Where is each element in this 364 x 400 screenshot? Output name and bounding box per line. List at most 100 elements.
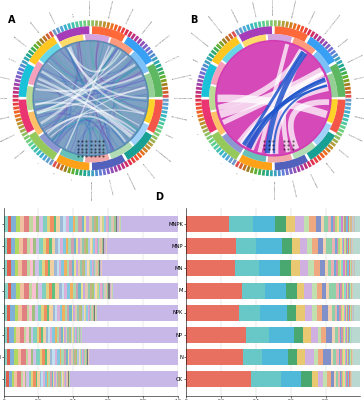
Polygon shape xyxy=(15,114,21,118)
Bar xyxy=(331,372,334,388)
Polygon shape xyxy=(211,111,226,135)
Bar xyxy=(345,283,347,299)
Bar xyxy=(55,283,59,299)
Bar xyxy=(256,238,282,254)
Bar xyxy=(41,305,44,321)
Polygon shape xyxy=(155,63,162,68)
Bar xyxy=(70,305,72,321)
Bar xyxy=(100,238,102,254)
Polygon shape xyxy=(134,154,139,161)
Bar xyxy=(66,216,69,232)
Bar xyxy=(324,372,327,388)
Text: uncult_c_Chloroflexi: uncult_c_Chloroflexi xyxy=(142,162,155,178)
Bar xyxy=(42,349,45,365)
Bar xyxy=(99,260,100,276)
Bar xyxy=(351,238,352,254)
Text: uncult_c_JG30-M: uncult_c_JG30-M xyxy=(165,54,180,63)
Polygon shape xyxy=(147,141,153,147)
Bar xyxy=(11,283,16,299)
Bar xyxy=(103,238,104,254)
Polygon shape xyxy=(289,168,293,174)
Bar xyxy=(57,260,59,276)
Bar xyxy=(321,327,326,343)
Bar xyxy=(339,238,340,254)
Bar xyxy=(9,327,13,343)
Bar xyxy=(27,238,30,254)
Bar xyxy=(76,283,79,299)
Polygon shape xyxy=(216,44,222,50)
Bar xyxy=(31,372,33,388)
Bar xyxy=(349,327,350,343)
Bar xyxy=(90,260,92,276)
Polygon shape xyxy=(29,132,58,160)
Bar xyxy=(82,260,84,276)
Bar xyxy=(68,372,69,388)
Polygon shape xyxy=(47,115,126,142)
Bar xyxy=(333,349,336,365)
Bar xyxy=(301,372,312,388)
Polygon shape xyxy=(326,73,337,97)
Polygon shape xyxy=(163,95,169,98)
Bar xyxy=(336,216,337,232)
Bar xyxy=(86,349,87,365)
Bar xyxy=(348,349,349,365)
Polygon shape xyxy=(35,102,136,132)
Bar xyxy=(113,283,178,299)
Bar xyxy=(50,372,52,388)
Polygon shape xyxy=(316,36,322,42)
Bar xyxy=(4,372,6,388)
Polygon shape xyxy=(139,150,145,156)
Polygon shape xyxy=(239,26,272,42)
Polygon shape xyxy=(240,84,329,147)
Polygon shape xyxy=(237,77,327,145)
Polygon shape xyxy=(67,47,146,99)
Bar xyxy=(352,260,353,276)
Bar xyxy=(72,327,74,343)
Polygon shape xyxy=(162,87,168,90)
Bar xyxy=(29,216,33,232)
Polygon shape xyxy=(201,64,217,97)
Bar xyxy=(60,305,63,321)
Polygon shape xyxy=(209,86,217,111)
Bar xyxy=(328,260,331,276)
Polygon shape xyxy=(25,138,32,144)
Bar xyxy=(294,327,304,343)
Polygon shape xyxy=(91,20,94,26)
Bar xyxy=(37,372,40,388)
Bar xyxy=(97,283,99,299)
Bar xyxy=(15,305,18,321)
Polygon shape xyxy=(69,46,145,114)
Polygon shape xyxy=(266,170,269,176)
Text: Caldisphaeraceae: Caldisphaeraceae xyxy=(251,1,256,18)
Bar xyxy=(351,283,352,299)
Bar xyxy=(343,283,344,299)
Bar xyxy=(36,238,39,254)
Bar xyxy=(55,327,57,343)
Bar xyxy=(30,260,33,276)
Text: Hminobacteraceae: Hminobacteraceae xyxy=(0,75,10,80)
Text: g: g xyxy=(191,116,193,118)
Bar xyxy=(349,372,350,388)
Polygon shape xyxy=(99,21,102,27)
Polygon shape xyxy=(242,34,266,48)
Bar xyxy=(33,372,36,388)
Text: Blastocatellaceae: Blastocatellaceae xyxy=(1,134,16,142)
Bar xyxy=(95,305,96,321)
Polygon shape xyxy=(285,169,289,175)
Polygon shape xyxy=(343,114,349,118)
Text: Hydrothermarchaeaceae: Hydrothermarchaeaceae xyxy=(190,32,209,47)
Bar xyxy=(329,283,336,299)
Polygon shape xyxy=(225,36,230,42)
Bar xyxy=(46,238,49,254)
Polygon shape xyxy=(127,159,132,166)
Polygon shape xyxy=(195,95,201,98)
Bar xyxy=(106,283,107,299)
Polygon shape xyxy=(136,152,142,158)
Polygon shape xyxy=(300,26,305,32)
Polygon shape xyxy=(162,102,169,106)
Text: h: h xyxy=(71,179,73,180)
Bar xyxy=(7,305,10,321)
Polygon shape xyxy=(246,77,325,147)
Bar xyxy=(63,327,64,343)
Bar xyxy=(339,349,340,365)
